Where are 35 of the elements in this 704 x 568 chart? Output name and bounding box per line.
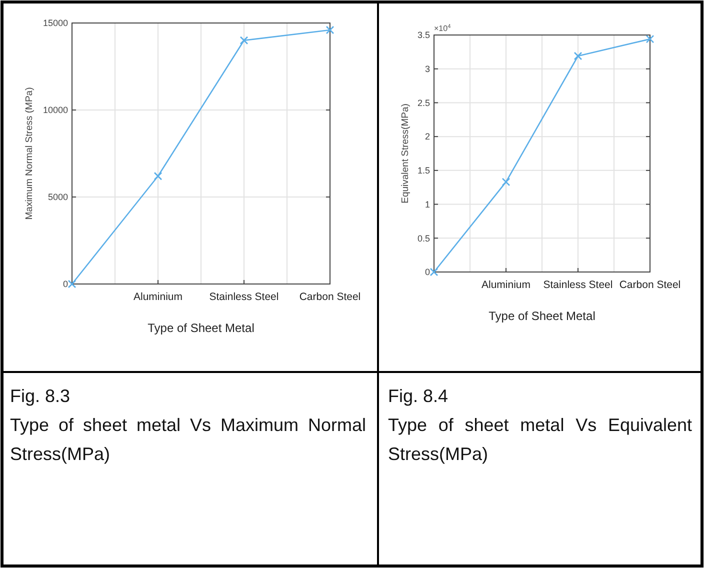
x-tick-label: Aluminium: [133, 291, 183, 303]
y-tick-label: 5000: [48, 192, 68, 202]
y-tick-label: 3.5: [417, 30, 430, 40]
y-tick-label: 0: [424, 267, 430, 278]
text: Fig. 8.4: [388, 385, 450, 408]
point: [430, 268, 438, 276]
x-tick-label: Carbon Steel: [619, 279, 681, 291]
y-tick-label: 0: [62, 279, 68, 290]
text: ×10$^{4}$: [434, 24, 451, 33]
x-tick-label: Carbon Steel: [299, 291, 361, 303]
y-tick-label: 2: [424, 132, 430, 142]
x-axis-title: Type of Sheet Metal: [148, 321, 254, 335]
x-tick-label: Stainless Steel: [543, 279, 613, 291]
point: [240, 36, 248, 45]
text: Fig. 8.3: [10, 385, 72, 408]
y-tick-label: 10000: [42, 105, 68, 116]
point: [154, 172, 162, 180]
y-tick-label: 0.5: [417, 233, 430, 244]
point: [326, 26, 334, 34]
y-tick-label: 2.5: [417, 98, 430, 108]
x-axis-title: Type of Sheet Metal: [488, 309, 596, 323]
point: [502, 178, 510, 186]
point: [68, 280, 76, 288]
text: Type of sheet metal Vs Equivalent Stress(MPa): [388, 414, 692, 466]
text: Type of sheet metal Vs Maximum Normal Stress(MPa): [10, 414, 366, 466]
y-tick-label: 3: [424, 64, 430, 74]
y-tick-label: 15000: [42, 18, 68, 28]
y-axis-title: Maximum Normal Stress (MPa): [24, 87, 35, 220]
y-axis-title: Equivalent Stress(MPa): [400, 104, 411, 204]
y-tick-label: 1: [424, 199, 430, 210]
x-tick-label: Aluminium: [481, 279, 531, 291]
point: [574, 52, 582, 60]
y-tick-label: 1.5: [417, 166, 430, 176]
point: [646, 34, 654, 44]
x-tick-label: Stainless Steel: [209, 291, 279, 303]
